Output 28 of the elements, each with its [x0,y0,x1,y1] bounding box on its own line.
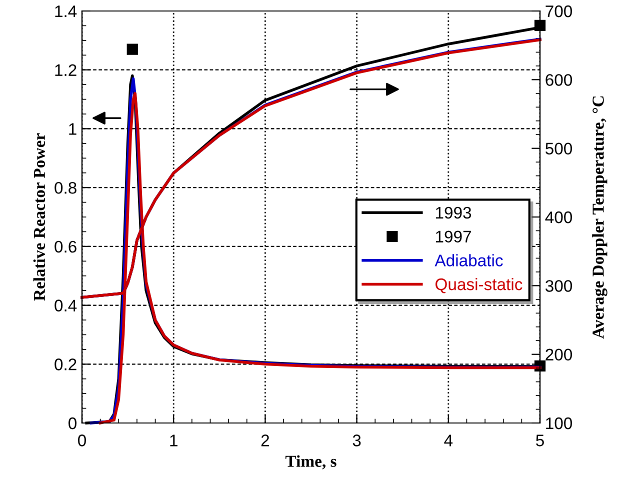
x-tick-label: 3 [352,434,361,446]
y2-tick-label: 600 [546,74,572,86]
y-tick-label: 0.2 [54,358,76,370]
legend-label: Quasi-static [436,278,522,294]
y-axis-title: Relative Reactor Power [33,133,46,301]
legend-label: 1997 [436,230,471,242]
y2-axis-title: Average Doppler Temperature, °C [592,96,608,339]
y2-tick-label: 400 [545,211,572,224]
y-tick-label: 0 [68,417,76,430]
y2-tick-label: 700 [546,5,572,18]
y2-tick-label: 100 [546,417,572,430]
y-tick-label: 0.8 [54,182,76,194]
y2-tick-label: 500 [546,142,572,155]
legend-label: Adiabatic [434,254,503,266]
legend-label: 1993 [436,206,472,219]
x-tick-label: 2 [261,434,269,446]
y-tick-label: 1.2 [55,64,76,76]
x-tick-label: 4 [444,434,453,446]
y-tick-label: 1 [69,123,76,135]
x-tick-label: 0 [78,434,86,446]
x-tick-label: 1 [170,434,178,446]
y2-tick-label: 300 [545,280,572,292]
y-tick-label: 0.6 [54,240,76,253]
y2-tick-label: 200 [546,348,572,361]
x-tick-label: 5 [536,434,544,446]
x-axis-title: Time, s [285,455,336,470]
y-tick-label: 1.4 [55,6,77,18]
y-tick-label: 0.4 [54,300,77,312]
